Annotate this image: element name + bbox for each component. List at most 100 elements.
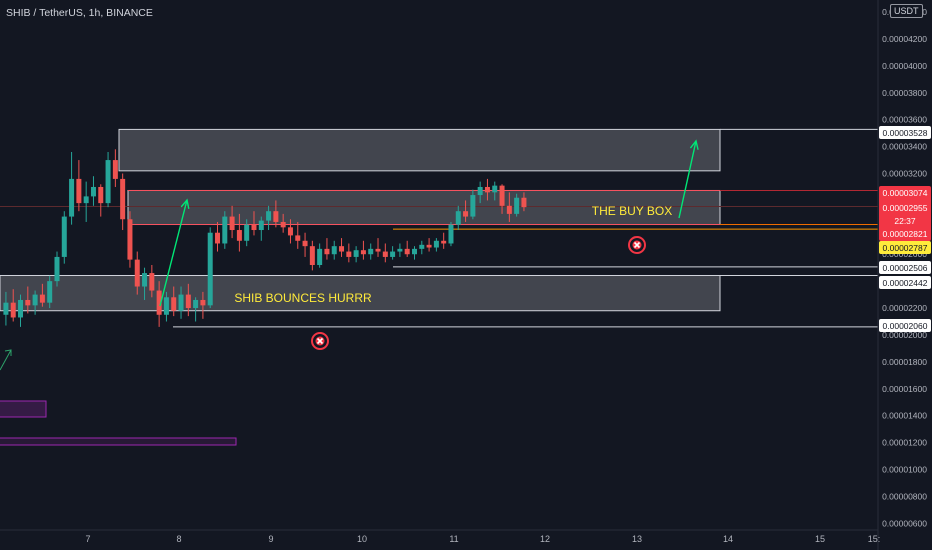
candle[interactable] bbox=[251, 224, 257, 231]
candle[interactable] bbox=[215, 232, 221, 244]
candle[interactable] bbox=[32, 294, 38, 306]
cancel-marker-icon[interactable] bbox=[311, 332, 329, 350]
candle[interactable] bbox=[287, 227, 293, 236]
candle[interactable] bbox=[514, 197, 520, 214]
candle[interactable] bbox=[149, 273, 155, 291]
candle[interactable] bbox=[163, 297, 169, 315]
candle[interactable] bbox=[324, 248, 330, 255]
price-label-text: 0.00003074 bbox=[883, 188, 928, 198]
candle[interactable] bbox=[10, 302, 16, 318]
candle[interactable] bbox=[156, 290, 162, 315]
candle[interactable] bbox=[448, 224, 454, 244]
chart-annotation: THE BUY BOX bbox=[592, 204, 672, 218]
candle[interactable] bbox=[302, 240, 308, 247]
candle[interactable] bbox=[411, 248, 417, 255]
candle[interactable] bbox=[54, 256, 60, 282]
candle[interactable] bbox=[404, 248, 410, 255]
price-label[interactable] bbox=[879, 319, 931, 332]
candle[interactable] bbox=[39, 294, 45, 303]
candle[interactable] bbox=[25, 299, 31, 306]
candle[interactable] bbox=[105, 160, 111, 204]
candle[interactable] bbox=[236, 230, 242, 241]
candle[interactable] bbox=[76, 178, 82, 204]
currency-button[interactable]: USDT bbox=[890, 4, 923, 18]
x-tick-label: 15 bbox=[815, 534, 825, 544]
cancel-marker-icon[interactable] bbox=[628, 236, 646, 254]
upper-resistance-box[interactable] bbox=[118, 128, 721, 172]
candle[interactable] bbox=[295, 235, 301, 241]
candle[interactable] bbox=[171, 297, 177, 311]
candle[interactable] bbox=[419, 244, 425, 249]
candle[interactable] bbox=[200, 299, 206, 306]
candle[interactable] bbox=[3, 302, 9, 315]
candle[interactable] bbox=[331, 246, 337, 255]
candle[interactable] bbox=[477, 186, 483, 196]
candle[interactable] bbox=[61, 216, 67, 257]
candle[interactable] bbox=[193, 299, 199, 309]
bounce-arrow[interactable] bbox=[159, 199, 188, 307]
purple-zone-box[interactable] bbox=[0, 437, 237, 446]
candle[interactable] bbox=[69, 178, 75, 217]
y-tick-label: 0.00004000 bbox=[882, 61, 927, 71]
candle[interactable] bbox=[120, 178, 126, 220]
candle[interactable] bbox=[463, 211, 469, 217]
candle[interactable] bbox=[280, 221, 286, 228]
candle[interactable] bbox=[360, 250, 366, 255]
candle[interactable] bbox=[470, 195, 476, 217]
candle[interactable] bbox=[178, 294, 184, 311]
candle[interactable] bbox=[492, 185, 498, 193]
candle[interactable] bbox=[346, 251, 352, 257]
candle[interactable] bbox=[484, 186, 490, 193]
price-label-text: 0.00002821 bbox=[883, 229, 928, 239]
candle[interactable] bbox=[499, 185, 505, 206]
price-label[interactable] bbox=[879, 241, 931, 254]
candle[interactable] bbox=[47, 281, 53, 303]
breakout-arrow[interactable] bbox=[678, 140, 697, 219]
candle[interactable] bbox=[18, 299, 24, 318]
price-label-text: 0.00002955 bbox=[883, 203, 928, 213]
candle[interactable] bbox=[506, 205, 512, 214]
candle[interactable] bbox=[222, 216, 228, 244]
candle[interactable] bbox=[353, 250, 359, 257]
x-tick-label: 10 bbox=[357, 534, 367, 544]
y-tick-label: 0.00000800 bbox=[882, 491, 927, 501]
candle[interactable] bbox=[83, 196, 89, 204]
candle[interactable] bbox=[207, 232, 213, 306]
candle[interactable] bbox=[433, 240, 439, 248]
candle[interactable] bbox=[339, 246, 345, 252]
candle[interactable] bbox=[185, 294, 191, 309]
candle[interactable] bbox=[134, 259, 140, 287]
candle[interactable] bbox=[455, 211, 461, 225]
candle[interactable] bbox=[273, 211, 279, 222]
candle[interactable] bbox=[441, 240, 447, 244]
price-label[interactable] bbox=[879, 276, 931, 289]
candle[interactable] bbox=[309, 246, 315, 265]
candle[interactable] bbox=[229, 216, 235, 231]
symbol-title[interactable]: SHIB / TetherUS, 1h, BINANCE bbox=[6, 7, 153, 19]
candle[interactable] bbox=[397, 248, 403, 252]
support-box[interactable] bbox=[0, 274, 721, 312]
candle[interactable] bbox=[127, 219, 133, 260]
candle[interactable] bbox=[90, 186, 96, 197]
x-tick-label: 11 bbox=[449, 534, 458, 544]
candle[interactable] bbox=[426, 244, 432, 248]
price-axis[interactable] bbox=[878, 0, 932, 550]
candle[interactable] bbox=[375, 248, 381, 252]
candle[interactable] bbox=[317, 248, 323, 265]
candle[interactable] bbox=[244, 224, 250, 241]
price-label[interactable] bbox=[879, 126, 931, 139]
candle[interactable] bbox=[521, 197, 527, 208]
candle[interactable] bbox=[382, 251, 388, 257]
candle[interactable] bbox=[142, 273, 148, 287]
candle[interactable] bbox=[112, 160, 118, 179]
candle[interactable] bbox=[266, 211, 272, 221]
candle[interactable] bbox=[390, 251, 396, 257]
candle[interactable] bbox=[258, 220, 264, 231]
y-tick-label: 0.00001200 bbox=[882, 438, 927, 448]
candle[interactable] bbox=[368, 248, 374, 255]
y-tick-label: 0.00003200 bbox=[882, 169, 927, 179]
candle[interactable] bbox=[98, 186, 104, 204]
price-label[interactable] bbox=[879, 261, 931, 274]
purple-zone-box[interactable] bbox=[0, 400, 47, 418]
